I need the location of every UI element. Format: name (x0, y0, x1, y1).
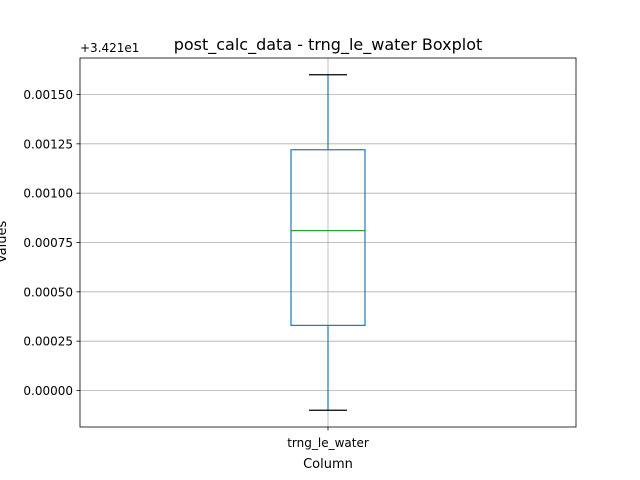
y-tick-label: 0.00125 (23, 137, 73, 151)
boxes (290, 74, 366, 411)
y-offset-label: +3.421e1 (80, 41, 139, 55)
y-tick-label: 0.00025 (23, 335, 73, 349)
box-iqr (290, 149, 366, 326)
x-axis-label: Column (303, 457, 353, 472)
y-tick-label: 0.00150 (23, 88, 73, 102)
y-tick-label: 0.00075 (23, 236, 73, 250)
y-tick-label: 0.00050 (23, 285, 73, 299)
chart-title: post_calc_data - trng_le_water Boxplot (174, 35, 483, 55)
y-tick-label: 0.00000 (23, 384, 73, 398)
y-axis-ticks: 0.00000 0.00025 0.00050 0.00075 0.00100 0.001… (23, 88, 80, 398)
x-tick-label: trng_le_water (287, 436, 369, 450)
y-tick-label: 0.00100 (23, 187, 73, 201)
x-axis-ticks: trng_le_water (287, 427, 369, 450)
y-axis-label: Values (0, 221, 10, 264)
